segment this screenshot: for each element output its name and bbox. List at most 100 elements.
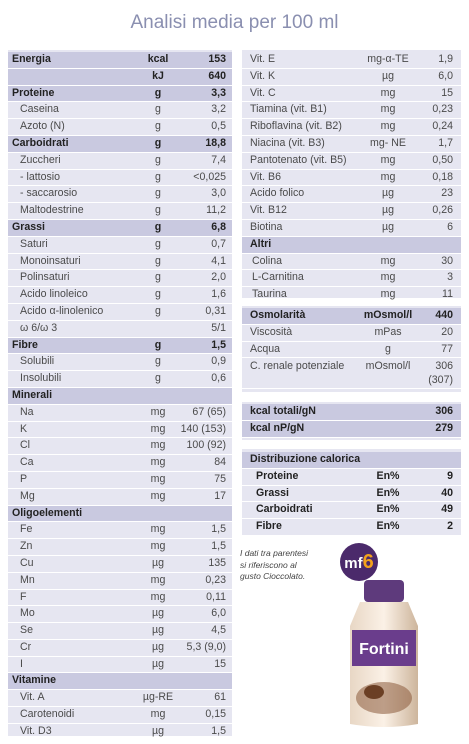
nutrient-row: - saccarosio g 3,0 [8,186,232,204]
nutrient-name: Azoto (N) [20,120,65,133]
nutrient-value: 7,4 [211,153,226,166]
ratio-name: kcal totali/gN [250,405,316,417]
nutrient-row: ω 6/ω 3 5/1 [8,321,232,338]
nutrient-value: 6 [447,220,453,233]
nutrient-row: Zn mg 1,5 [8,539,232,556]
nutrient-name: ω 6/ω 3 [20,321,58,334]
nutrient-value: 3,0 [211,187,226,200]
nutrient-value: 153 [208,53,226,65]
nutrient-name: Oligoelementi [12,506,83,519]
nutrient-row: Caseina g 3,2 [8,102,232,120]
nutrient-value: 1,9 [438,53,453,65]
nutrient-name: I [20,657,23,670]
nutrient-value: <0,025 [193,170,226,183]
nutrient-unit: mg [150,405,166,418]
nutrient-unit: g [154,338,162,351]
macro-name: Proteine [256,469,299,482]
nutrient-unit: g [155,103,161,116]
section-header-row: Energia kcal 153 [8,52,232,69]
nutrient-unit: µg [152,607,164,620]
nutrient-unit: g [155,372,161,385]
macro-value: 49 [441,503,453,516]
nutrient-unit: mg [380,103,396,116]
nutrient-value: 1,5 [211,724,226,737]
macro-unit: En% [376,520,400,533]
nutrient-value: 0,5 [211,120,226,133]
badge-number: 6 [362,551,374,573]
nutrient-row: Monoinsaturi g 4,1 [8,254,232,271]
macro-name: Carboidrati [256,503,313,516]
nutrient-name: Vit. C [250,86,276,99]
nutrient-row: C. renale potenziale mOsmol/l 306 (307) [242,358,461,390]
nutrient-unit: µg-RE [142,691,174,704]
badge-prefix: mf [344,555,363,572]
nutrient-value: 0,9 [211,355,226,368]
nutrient-row: Vit. C mg 15 [242,86,461,103]
nutrient-row: Taurina mg 11 [242,287,461,304]
ratio-name: kcal nP/gN [250,421,305,434]
nutrient-name: Cl [20,439,31,452]
nutrient-name: Vit. K [250,69,276,82]
section-header-row: Osmolarità mOsmol/l 440 [242,308,461,325]
nutrient-name: Acido linoleico [20,288,88,301]
nutrient-unit: µg [382,187,394,200]
nutrient-value: 6,0 [438,69,453,82]
nutrient-value: 23 [441,187,453,200]
nutrient-name: Insolubili [20,372,62,385]
nutrient-unit: kcal [147,53,169,65]
nutrient-name: Pantotenato (vit. B5) [250,153,347,166]
nutrient-value: 100 (92) [186,439,226,452]
macro-unit: En% [376,469,400,482]
distribution-heading: Distribuzione calorica [250,453,361,465]
nutrient-value: 2,0 [211,271,226,284]
nutrient-name: C. renale potenziale [250,360,345,373]
nutrient-name: - saccarosio [20,187,78,200]
nutrient-row: Colina mg 30 [242,254,461,271]
nutrient-value: 17 [214,489,226,502]
nutrient-value: 15 [214,657,226,670]
nutrient-value: 75 [214,472,226,485]
nutrient-value: 3,3 [211,86,226,99]
nutrient-name: Minerali [12,388,53,401]
nutrient-value: 0,23 [205,573,226,586]
macro-name: Fibre [256,520,282,533]
section-header-row: Altri [242,236,461,254]
nutrient-name: Riboflavina (vit. B2) [250,120,342,133]
section-header-row: Minerali [8,387,232,405]
section-header-row: Fibre g 1,5 [8,337,232,355]
footnote-line: gusto Cioccolato. [240,571,306,581]
nutrient-row: Vit. K µg 6,0 [242,69,461,86]
ratio-value: 306 [435,405,453,417]
nutrient-unit: µg [382,220,394,233]
nutrient-value: 5,3 (9,0) [186,640,226,653]
nutrient-row: Viscosità mPas 20 [242,325,461,342]
nutrient-name: Acqua [250,342,281,355]
nutrient-unit: g [155,254,161,267]
nutrient-row: Saturi g 0,7 [8,237,232,254]
nutrient-name: Zuccheri [20,153,61,166]
footnote-line: si riferiscono al [240,559,297,570]
nutrient-value: 0,7 [211,237,226,250]
nutrient-value: 140 (153) [180,422,226,435]
left-table: Energia kcal 153 kJ 640 Proteine g 3,3 Caseina g 3… [8,52,232,741]
nutrient-name: Vit. B6 [250,170,282,183]
nutrient-name: Grassi [12,220,45,233]
section-header-row: Proteine g 3,3 [8,85,232,103]
nutrient-row: Mg mg 17 [8,489,232,506]
nutrient-row: Azoto (N) g 0,5 [8,119,232,136]
nutrient-name: Zn [20,540,33,553]
nutrient-unit: µg [152,624,164,637]
nutrient-unit: mg [380,120,396,133]
nutrient-row: Vit. E mg-α-TE 1,9 [242,52,461,69]
nutrient-unit: mg- NE [370,136,406,149]
nutrient-row: Acido folico µg 23 [242,186,461,204]
nutrient-row: Maltodestrine g 11,2 [8,203,232,220]
nutrient-row: Acido α-linolenico g 0,31 [8,304,232,321]
nutrient-unit: kJ [152,69,164,82]
nutrient-unit: g [155,204,161,217]
nutrient-value: 5/1 [211,321,226,334]
nutrient-name: Fibre [12,338,38,351]
nutrient-name: Cr [20,640,32,653]
